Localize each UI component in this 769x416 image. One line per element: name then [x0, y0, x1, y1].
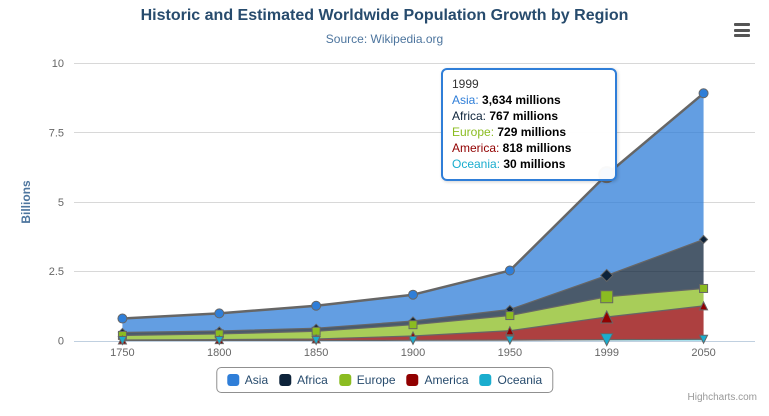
area-asia[interactable] — [122, 93, 704, 333]
tooltip-row-oceania: Oceania: 30 millions — [452, 156, 609, 172]
chart-subtitle: Source: Wikipedia.org — [325, 32, 444, 46]
y-axis-label: 5 — [58, 197, 64, 209]
y-axis-label: 2.5 — [49, 266, 64, 278]
legend-item-america[interactable]: America — [406, 373, 469, 387]
area-africa[interactable] — [122, 239, 704, 336]
hamburger-menu-icon — [734, 34, 750, 37]
marker-oceania-1900[interactable] — [408, 335, 418, 346]
y-axis-label: 0 — [58, 336, 64, 348]
area-america[interactable] — [122, 305, 704, 341]
marker-africa-2050[interactable] — [698, 234, 709, 245]
tooltip-row-africa: Africa: 767 millions — [452, 108, 609, 124]
tooltip-series-name: America: — [452, 141, 500, 155]
tooltip-series-name: Africa: — [452, 109, 487, 123]
tooltip-series-name: Europe: — [452, 125, 495, 139]
legend: Asia Africa Europe America Oceania — [215, 367, 554, 393]
marker-asia-1750[interactable] — [117, 313, 128, 324]
legend-label: Africa — [297, 373, 328, 387]
marker-europe-1950[interactable] — [505, 311, 515, 321]
tooltip-row-america: America: 818 millions — [452, 140, 609, 156]
legend-item-europe[interactable]: Europe — [338, 373, 396, 387]
marker-asia-1950[interactable] — [504, 265, 515, 276]
x-axis-label: 1800 — [207, 347, 231, 359]
tooltip-series-name: Asia: — [452, 93, 479, 107]
marker-america-2050[interactable] — [698, 300, 709, 311]
legend-label: Oceania — [497, 373, 543, 387]
marker-africa-1999[interactable] — [600, 268, 614, 283]
marker-asia-1850[interactable] — [311, 300, 322, 311]
marker-asia-2050[interactable] — [698, 88, 709, 99]
tooltip-series-value: 729 millions — [494, 125, 567, 139]
hamburger-menu-icon — [734, 28, 750, 32]
hamburger-menu-icon — [734, 23, 750, 26]
tooltip-series-value: 818 millions — [499, 141, 572, 155]
chart-title: Historic and Estimated Worldwide Populat… — [140, 7, 629, 24]
y-axis-label: 7.5 — [49, 127, 64, 139]
highcharts-credit[interactable]: Highcharts.com — [687, 392, 757, 403]
marker-america-1999[interactable] — [599, 309, 614, 324]
y-axis-label: 10 — [52, 58, 64, 70]
legend-item-asia[interactable]: Asia — [226, 373, 269, 387]
tooltip-series-name: Oceania: — [452, 157, 501, 171]
x-axis-label: 2050 — [691, 347, 715, 359]
tooltip: 1999 Asia: 3,634 millions Africa: 767 mil… — [441, 68, 617, 181]
marker-europe-1900[interactable] — [408, 320, 418, 330]
legend-swatch-icon — [406, 374, 419, 386]
marker-america-1950[interactable] — [505, 325, 515, 336]
legend-swatch-icon — [279, 374, 292, 386]
tooltip-row-europe: Europe: 729 millions — [452, 124, 609, 140]
legend-swatch-icon — [479, 374, 492, 386]
tooltip-header: 1999 — [452, 77, 479, 91]
x-axis-label: 1750 — [110, 347, 134, 359]
x-axis-label: 1850 — [304, 347, 328, 359]
x-axis-label: 1950 — [498, 347, 522, 359]
marker-asia-1900[interactable] — [408, 289, 418, 300]
marker-oceania-1800[interactable] — [214, 335, 225, 346]
marker-oceania-1999[interactable] — [599, 333, 614, 347]
marker-oceania-1750[interactable] — [117, 335, 128, 346]
marker-europe-2050[interactable] — [699, 283, 709, 293]
legend-label: Europe — [356, 373, 396, 387]
legend-item-africa[interactable]: Africa — [279, 373, 328, 387]
marker-oceania-1950[interactable] — [505, 335, 515, 346]
x-axis-label: 1900 — [401, 347, 425, 359]
y-axis-title: Billions — [19, 180, 33, 224]
marker-oceania-2050[interactable] — [698, 334, 709, 345]
legend-swatch-icon — [226, 374, 239, 386]
tooltip-series-value: 767 millions — [486, 109, 559, 123]
legend-label: America — [424, 373, 469, 387]
marker-oceania-1850[interactable] — [311, 335, 321, 346]
marker-europe-1999[interactable] — [600, 290, 614, 304]
legend-label: Asia — [244, 373, 269, 387]
export-menu-button[interactable] — [734, 23, 750, 37]
tooltip-series-value: 30 millions — [500, 157, 566, 171]
tooltip-series-value: 3,634 millions — [478, 93, 561, 107]
marker-asia-1800[interactable] — [214, 308, 225, 319]
legend-item-oceania[interactable]: Oceania — [479, 373, 543, 387]
tooltip-rows: Asia: 3,634 millions Africa: 767 millions… — [452, 92, 609, 172]
tooltip-row-asia: Asia: 3,634 millions — [452, 92, 609, 108]
x-axis-label: 1999 — [594, 347, 618, 359]
legend-swatch-icon — [338, 374, 351, 386]
